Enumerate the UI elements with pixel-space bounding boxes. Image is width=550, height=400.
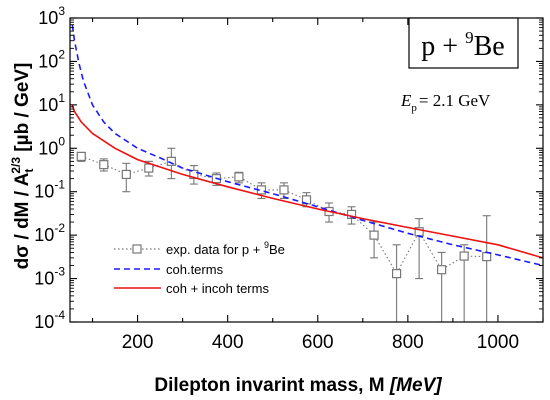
legend: exp. data for p + 9Be coh.terms coh + in… [114,240,285,296]
y-tick-label: 10-4 [34,308,65,332]
data-point [346,209,357,220]
x-tick-label: 400 [212,332,244,353]
data-point [76,151,86,162]
svg-text:p + 9Be: p + 9Be [421,28,504,62]
y-tick-label: 102 [38,47,65,71]
x-axis: 200 400 600 800 1000 [91,18,544,353]
data-point [166,156,176,166]
data-point [121,169,131,180]
x-tick-label: 200 [122,332,154,353]
plot-content [71,24,543,322]
svg-text:exp. data for p + 9Be: exp. data for p + 9Be [166,240,285,257]
data-point [482,252,492,262]
series-line-1 [71,24,543,267]
data-point [437,265,447,275]
data-point [189,169,199,180]
reaction-label: p + 9Be [408,17,519,69]
data-point [369,230,379,240]
data-point [459,251,469,261]
y-tick-label: 10-2 [34,221,65,245]
energy-label: Ep = 2.1 GeV [400,91,491,114]
data-point [391,269,402,279]
x-tick-label: 600 [302,332,334,353]
legend-entry-coh-incoh-terms: coh + incoh terms [114,281,269,296]
data-point [99,160,109,170]
series-line-2 [71,104,543,259]
x-tick-label: 1000 [477,332,519,353]
y-tick-label: 10-1 [34,178,65,202]
svg-text:Ep= 2.1 GeV: Ep = 2.1 GeV [400,91,491,114]
legend-entry-exp-data: exp. data for p + 9Be [114,240,285,257]
svg-text:coh + incoh terms: coh + incoh terms [166,281,269,296]
data-point [234,172,244,182]
svg-text:coh.terms: coh.terms [166,262,224,277]
y-tick-label: 100 [38,134,65,158]
x-axis-title: Dilepton invarint mass, M [MeV] [154,375,442,396]
data-point [144,163,154,173]
plot-frame [69,17,544,323]
y-axis-title: dσ / dM / At2/3 [µb / GeV] [9,63,36,270]
data-point [279,185,289,195]
y-axis: 103 102 101 100 10-1 10-2 10-3 10-4 [34,4,543,332]
legend-entry-coh-terms: coh.terms [114,262,224,277]
y-tick-label: 10-3 [34,265,65,289]
x-tick-label: 800 [392,332,424,353]
y-tick-label: 103 [38,4,65,28]
y-tick-label: 101 [38,91,65,115]
